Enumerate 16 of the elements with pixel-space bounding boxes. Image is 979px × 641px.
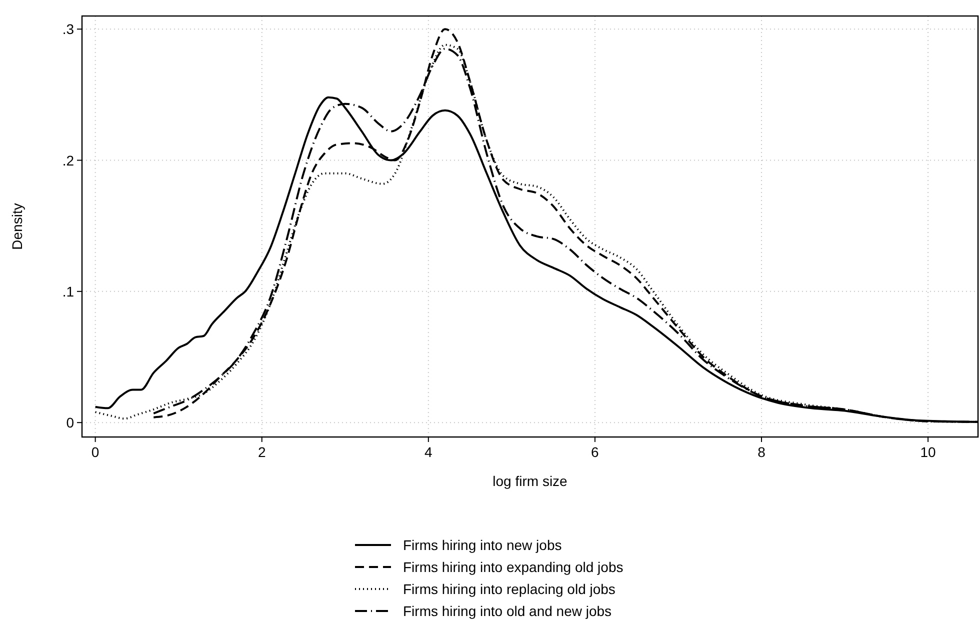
x-tick-label: 0	[91, 444, 100, 460]
legend-label: Firms hiring into new jobs	[403, 537, 562, 553]
legend-label: Firms hiring into replacing old jobs	[403, 581, 616, 597]
y-tick-label: .1	[62, 283, 74, 300]
x-tick-label: 4	[424, 444, 433, 460]
x-tick-label: 10	[920, 444, 936, 460]
x-tick-label: 8	[758, 444, 766, 460]
x-axis-title: log firm size	[492, 473, 568, 489]
y-tick-label: 0	[66, 414, 74, 431]
y-axis-title: Density	[9, 203, 25, 250]
y-tick-label: .3	[62, 21, 74, 38]
x-tick-label: 6	[591, 444, 600, 460]
x-tick-label: 2	[258, 444, 266, 460]
legend-label: Firms hiring into old and new jobs	[403, 603, 612, 619]
legend-label: Firms hiring into expanding old jobs	[403, 559, 624, 575]
y-tick-label: .2	[62, 152, 74, 168]
